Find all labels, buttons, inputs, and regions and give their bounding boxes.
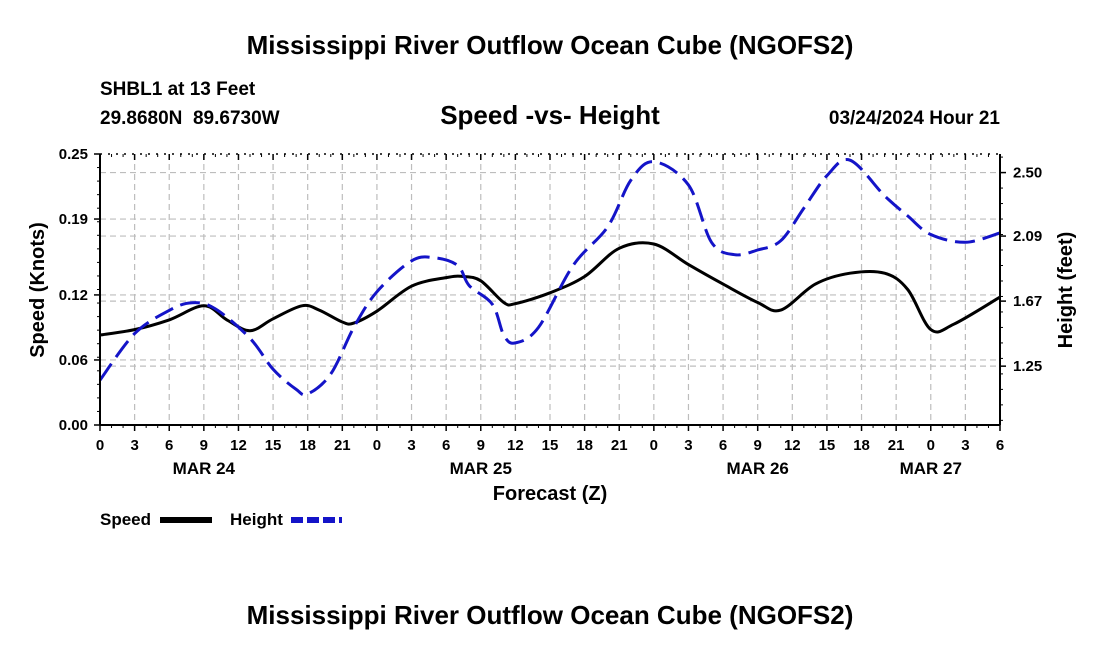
y-left-tick-label: 0.00 [59, 417, 88, 434]
y-left-tick-label: 0.25 [59, 146, 88, 163]
x-tick-label: 9 [477, 437, 485, 454]
x-tick-label: 3 [961, 437, 969, 454]
x-tick-label: 21 [888, 437, 905, 454]
x-tick-label: 21 [611, 437, 628, 454]
x-tick-label: 6 [165, 437, 173, 454]
x-tick-label: 18 [853, 437, 870, 454]
x-tick-label: 12 [507, 437, 524, 454]
x-tick-label: 3 [130, 437, 138, 454]
y-axis-left-title: Speed (Knots) [27, 222, 49, 358]
tick-labels: 0 3 6 9 12 15 18 21 0 3 6 9 12 15 18 21 0 3 6 9 12 15 18 21 0 3 6M… [59, 146, 1042, 478]
series-group [98, 158, 1001, 397]
x-tick-label: 15 [542, 437, 559, 454]
series-line-height [98, 158, 1001, 397]
x-day-label: MAR 27 [900, 459, 962, 478]
x-tick-label: 6 [719, 437, 727, 454]
x-tick-label: 0 [96, 437, 104, 454]
x-tick-label: 18 [576, 437, 593, 454]
tick-marks [94, 153, 1006, 431]
chart-subtitle: Speed -vs- Height [440, 100, 660, 130]
x-day-label: MAR 24 [173, 459, 236, 478]
x-day-label: MAR 26 [727, 459, 789, 478]
y-axis-right-title: Height (feet) [1055, 232, 1077, 349]
y-right-tick-label: 1.25 [1013, 358, 1042, 375]
x-tick-label: 21 [334, 437, 351, 454]
coordinates-label: 29.8680N 89.6730W [100, 108, 280, 129]
x-axis-title: Forecast (Z) [493, 483, 607, 505]
x-tick-label: 0 [650, 437, 658, 454]
x-day-label: MAR 25 [450, 459, 512, 478]
x-tick-label: 12 [784, 437, 801, 454]
x-tick-label: 15 [265, 437, 282, 454]
grid-lines [100, 154, 1000, 425]
x-tick-label: 15 [819, 437, 836, 454]
x-tick-label: 0 [373, 437, 381, 454]
y-left-tick-label: 0.12 [59, 287, 88, 304]
y-right-tick-label: 2.50 [1013, 165, 1042, 182]
y-left-tick-label: 0.19 [59, 211, 88, 228]
x-tick-label: 0 [927, 437, 935, 454]
legend-height-label: Height [230, 510, 283, 529]
footer-title: Mississippi River Outflow Ocean Cube (NG… [247, 600, 854, 630]
x-tick-label: 3 [684, 437, 692, 454]
x-tick-label: 12 [230, 437, 247, 454]
forecast-datetime: 03/24/2024 Hour 21 [829, 108, 1001, 129]
x-tick-label: 9 [754, 437, 762, 454]
legend: Speed Height [100, 510, 342, 529]
y-left-tick-label: 0.06 [59, 352, 88, 369]
legend-speed-label: Speed [100, 510, 151, 529]
y-right-tick-label: 2.09 [1013, 228, 1042, 245]
series-line-speed [99, 241, 1001, 337]
y-right-tick-label: 1.67 [1013, 293, 1042, 310]
chart-title: Mississippi River Outflow Ocean Cube (NG… [247, 30, 854, 60]
x-tick-label: 6 [442, 437, 450, 454]
x-tick-label: 6 [996, 437, 1004, 454]
station-label: SHBL1 at 13 Feet [100, 79, 256, 100]
x-tick-label: 3 [407, 437, 415, 454]
x-tick-label: 18 [299, 437, 316, 454]
x-tick-label: 9 [200, 437, 208, 454]
